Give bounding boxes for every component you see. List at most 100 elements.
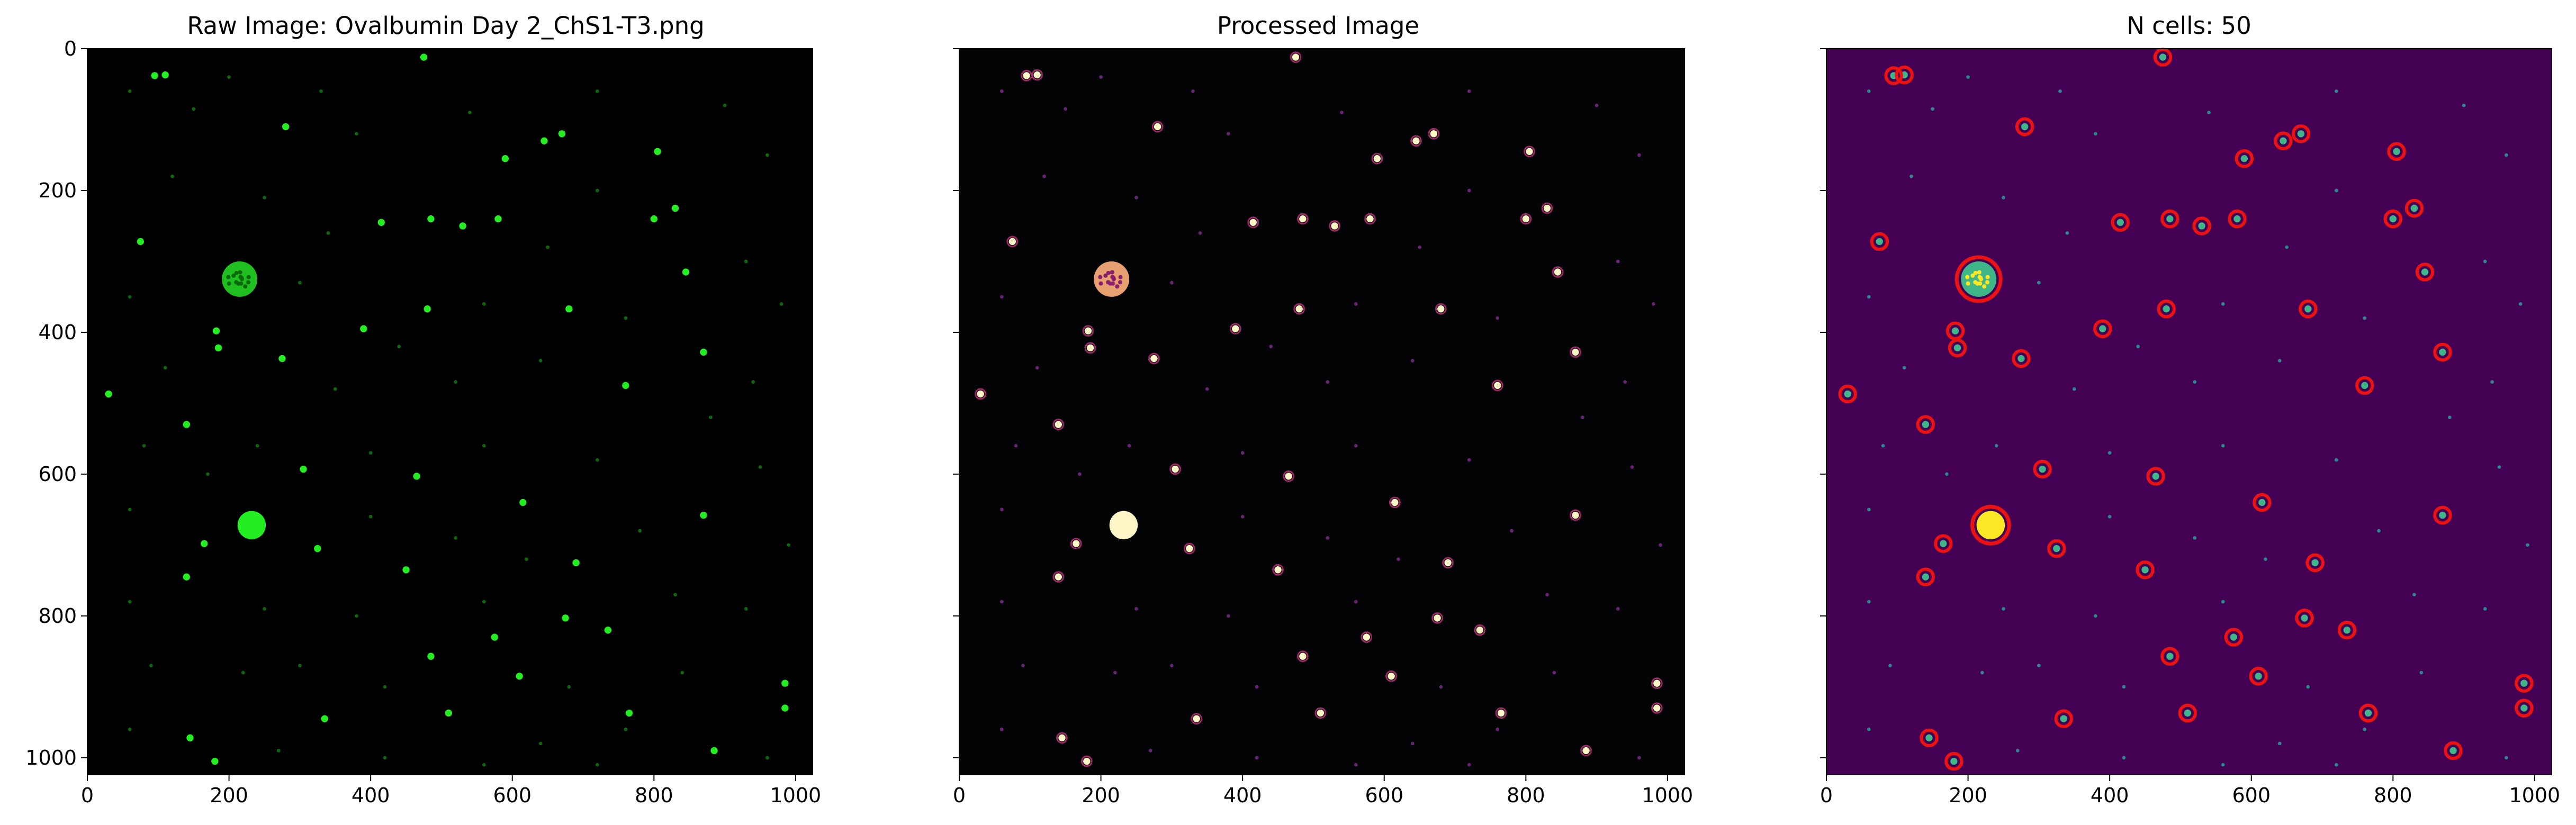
processed-spots	[975, 51, 1663, 767]
large-cell-speckle	[1098, 281, 1103, 286]
large-cell	[1094, 261, 1130, 297]
cell-spot	[211, 757, 219, 765]
cell-spot	[2240, 155, 2248, 162]
cell-halo	[1031, 69, 1043, 81]
cell-halo	[1570, 346, 1581, 358]
detection-circle	[1884, 66, 1903, 85]
detection-circle-large	[1954, 255, 2003, 303]
large-cell-speckle	[1985, 275, 1990, 279]
cell-spot	[2421, 268, 2429, 276]
detection-circle	[1895, 65, 1914, 85]
large-cell-speckle	[1115, 284, 1120, 289]
x-tick-label: 0	[81, 784, 94, 807]
x-tick-label: 800	[635, 784, 673, 807]
cell-spot	[565, 305, 573, 313]
panel-processed: Processed Image 0 200 400 600 800 1000	[953, 12, 1693, 807]
faint-spot	[2285, 245, 2289, 249]
faint-spot	[192, 107, 196, 111]
y-tick-label: 600	[38, 463, 77, 486]
faint-spot	[744, 259, 748, 264]
faint-spot	[263, 196, 266, 200]
detection-circle	[2305, 553, 2325, 573]
faint-spot	[333, 387, 337, 391]
cell-spot	[2389, 215, 2397, 223]
x-tick-label: 0	[953, 784, 966, 807]
x-tick-label: 600	[1365, 784, 1403, 807]
faint-spot	[1867, 600, 1871, 604]
large-cell-speckle	[1977, 275, 1982, 279]
cell-halo	[1435, 303, 1447, 315]
faint-spot	[355, 132, 358, 136]
cell-spot	[2439, 511, 2446, 519]
cell-spot	[1391, 498, 1399, 506]
faint-spot	[999, 600, 1004, 604]
processed-x-axis: 0 200 400 600 800 1000	[953, 775, 1693, 807]
faint-spot	[170, 174, 174, 178]
cell-spot	[2021, 123, 2029, 131]
faint-spot	[1269, 344, 1273, 349]
large-cell-speckle	[1118, 275, 1123, 279]
cell-spot	[360, 325, 367, 332]
faint-spot	[1099, 75, 1103, 79]
detection-circle	[2178, 703, 2197, 723]
cell-spot	[105, 390, 112, 398]
large-cell	[237, 511, 266, 540]
cell-spot	[1388, 673, 1395, 680]
cell-halo	[1056, 732, 1068, 744]
detection-circle	[2253, 493, 2272, 512]
cell-spot	[1055, 573, 1062, 581]
faint-spot	[1637, 756, 1641, 760]
cell-halo	[1290, 51, 1302, 63]
faint-spot	[1397, 557, 1400, 561]
cell-spot	[1172, 465, 1179, 473]
faint-spot	[368, 514, 373, 519]
cell-halo	[1169, 463, 1181, 475]
cell-spot	[1055, 421, 1062, 428]
faint-spot	[1616, 259, 1620, 264]
faint-spot	[206, 472, 210, 476]
faint-spot	[999, 727, 1004, 731]
faint-spot	[2363, 727, 2367, 731]
faint-spot	[468, 111, 472, 114]
x-tick-label: 800	[2374, 784, 2412, 807]
detection-circle	[2404, 198, 2424, 218]
faint-spot	[298, 280, 302, 285]
faint-spot	[1134, 607, 1138, 611]
faint-spot	[751, 380, 755, 384]
faint-spot	[1467, 763, 1471, 767]
cell-halo	[975, 388, 987, 400]
cell-spot	[2166, 652, 2174, 660]
faint-spot	[1042, 174, 1046, 178]
cell-spot	[2163, 305, 2170, 313]
detection-circle	[2387, 142, 2406, 161]
x-tick-label: 200	[1949, 784, 1987, 807]
faint-spot	[1326, 536, 1330, 540]
large-cell	[222, 261, 258, 297]
faint-spot	[1659, 543, 1662, 547]
cell-spot	[1193, 715, 1200, 722]
x-tick-label: 1000	[1642, 784, 1694, 807]
faint-spot	[1867, 295, 1871, 299]
faint-spot	[482, 443, 486, 448]
faint-spot	[1496, 727, 1500, 731]
cell-spot	[2297, 130, 2305, 138]
cell-spot	[212, 327, 220, 334]
cell-spot	[2520, 704, 2528, 712]
detection-circle	[2015, 117, 2034, 137]
faint-spot	[2107, 514, 2112, 519]
panel-raw: Raw Image: Ovalbumin Day 2_ChS1-T3.png 0…	[25, 12, 821, 807]
cell-halo	[1293, 303, 1305, 315]
faint-spot	[2490, 380, 2494, 384]
cell-halo	[1580, 745, 1592, 757]
faint-spot	[595, 763, 599, 767]
faint-spot	[1994, 443, 1998, 448]
faint-spot	[383, 685, 387, 689]
processed-image-frame	[959, 48, 1685, 775]
cell-spot	[2166, 215, 2174, 223]
faint-spot	[2334, 188, 2338, 193]
detection-circle	[2192, 216, 2211, 235]
cell-spot	[186, 734, 194, 742]
faint-spot	[595, 188, 599, 193]
cell-spot	[1653, 679, 1661, 687]
large-cell-speckle	[1966, 281, 1970, 286]
